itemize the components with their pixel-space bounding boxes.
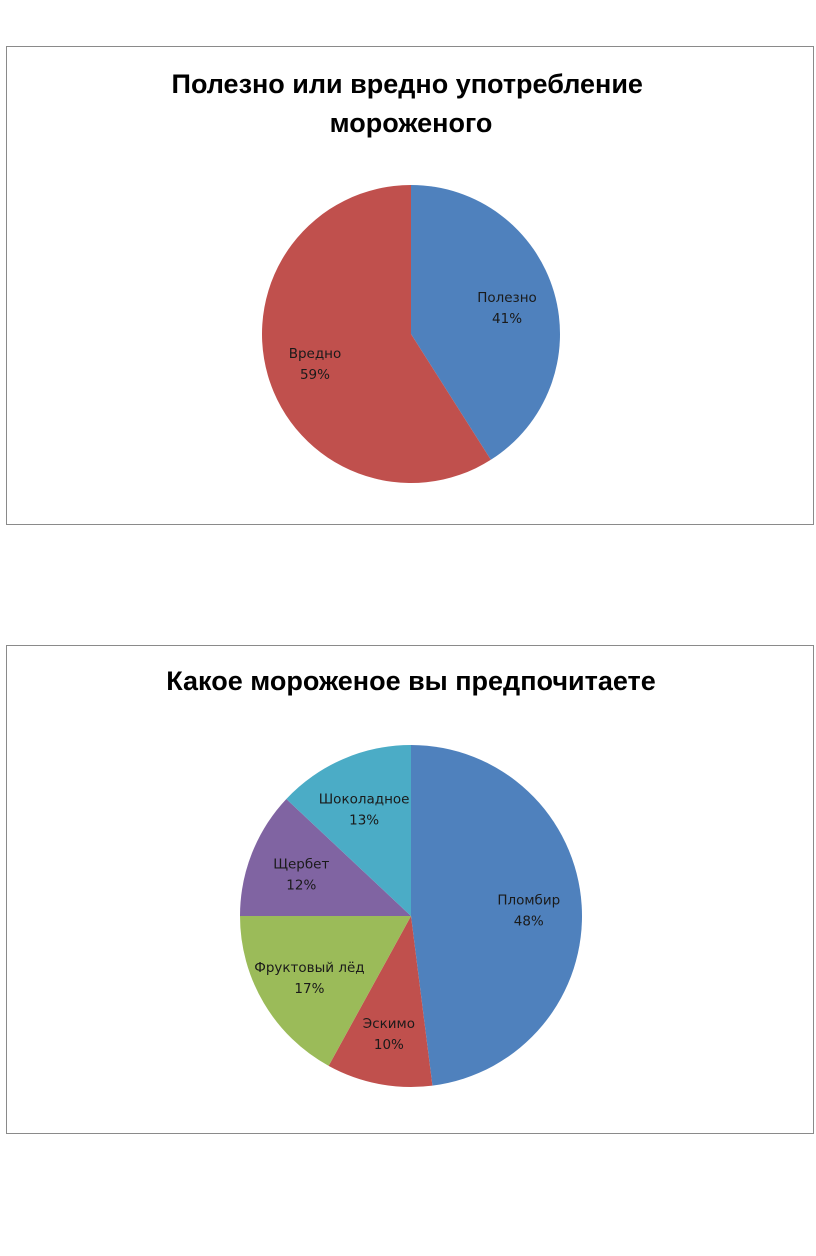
slice-label-fruktovyy-led: Фруктовый лёд 17% [254, 960, 364, 997]
slice-percent-label: 48% [514, 914, 544, 930]
pie-slice-vredno [262, 185, 491, 483]
pie-slice-plombir [411, 745, 583, 1086]
pie-slice-eskimo [328, 916, 433, 1087]
slice-category-label: Щербет [273, 857, 329, 873]
chart-title-line-2: мороженого [330, 108, 493, 138]
pie-slice-shokoladnoe [286, 745, 411, 916]
slice-percent-label: 10% [374, 1037, 404, 1053]
chart-title-line-1: Полезно или вредно употребление [172, 69, 643, 99]
slice-category-label: Эскимо [363, 1016, 415, 1032]
slice-category-label: Фруктовый лёд [254, 960, 364, 976]
slice-label-scherbet: Щербет 12% [273, 857, 329, 894]
slice-label-polezno: Полезно 41% [477, 290, 537, 327]
slice-category-label: Полезно [477, 290, 537, 306]
slice-label-eskimo: Эскимо 10% [363, 1016, 415, 1053]
pie-slices [240, 745, 583, 1087]
chart-title: Какое мороженое вы предпочитаете [166, 666, 656, 696]
slice-category-label: Шоколадное [319, 792, 410, 808]
pie-chart-health: Полезно или вредно употребление морожено… [172, 69, 651, 483]
pie-chart-preference: Какое мороженое вы предпочитаете Пломбир… [166, 666, 656, 1087]
slice-category-label: Пломбир [497, 893, 560, 909]
pie-slice-fruktovyy-led [240, 916, 411, 1066]
slice-category-label: Вредно [289, 346, 342, 362]
chart-health-question: Полезно или вредно употребление морожено… [6, 46, 814, 525]
slice-label-shokoladnoe: Шоколадное 13% [319, 792, 410, 829]
pie-slice-polezno [411, 185, 561, 460]
slice-percent-label: 12% [286, 878, 316, 894]
chart-title: Полезно или вредно употребление морожено… [172, 69, 651, 138]
chart-preference-question: Какое мороженое вы предпочитаете Пломбир… [6, 645, 814, 1134]
slice-percent-label: 17% [294, 981, 324, 997]
slice-percent-label: 13% [349, 813, 379, 829]
slice-percent-label: 59% [300, 367, 330, 383]
pie-labels: Пломбир 48% Эскимо 10% Фруктовый лёд 17% Щербе… [254, 792, 560, 1053]
pie-slice-scherbet [240, 798, 411, 916]
slice-label-vredno: Вредно 59% [289, 346, 342, 383]
pie-labels: Полезно 41% Вредно 59% [289, 290, 537, 383]
slice-percent-label: 41% [492, 311, 522, 327]
pie-slices [262, 185, 561, 483]
chart-title-line-1: Какое мороженое вы предпочитаете [166, 666, 656, 696]
slice-label-plombir: Пломбир 48% [497, 893, 560, 930]
